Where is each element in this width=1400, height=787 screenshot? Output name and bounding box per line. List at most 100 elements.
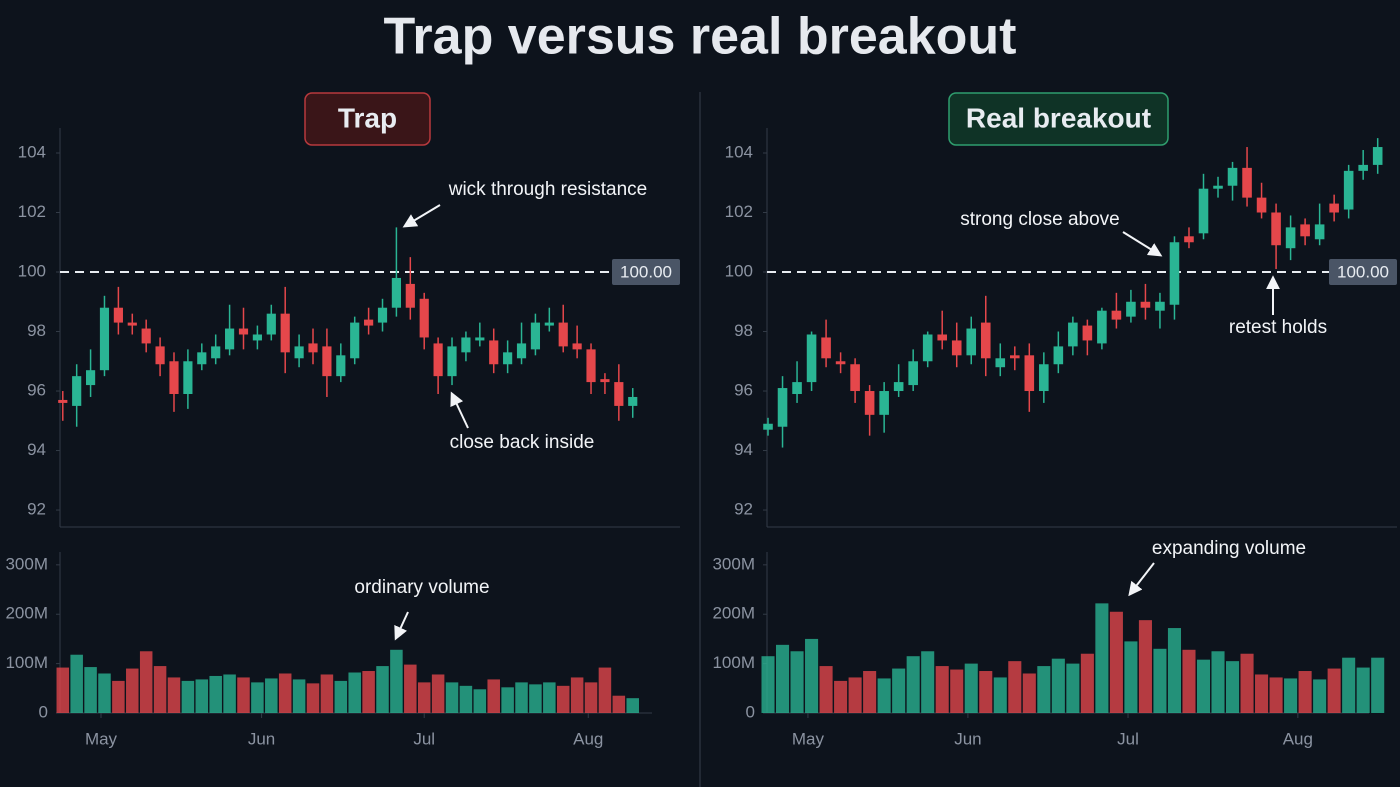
y-tick-label: 100 <box>725 261 753 280</box>
volume-bar <box>584 682 598 713</box>
volume-bar <box>348 672 361 713</box>
panel-badge <box>304 92 431 146</box>
y-tick-label: 92 <box>734 500 753 519</box>
volume-tick-label: 100M <box>712 653 755 672</box>
candle-body <box>1140 301 1151 308</box>
volume-bar <box>761 656 775 713</box>
candle-body <box>763 423 773 430</box>
annotation: wick through resistance <box>448 179 648 200</box>
candle-body <box>183 361 193 394</box>
candle-body <box>211 346 221 359</box>
candle-body <box>614 382 624 406</box>
volume-bar <box>1109 611 1123 713</box>
volume-bar <box>993 677 1007 713</box>
candle-body <box>1126 301 1136 317</box>
volume-bar <box>1284 678 1298 713</box>
volume-bar <box>445 682 459 713</box>
volume-bar <box>126 668 139 713</box>
annotation: close back inside <box>450 432 595 453</box>
volume-tick-label: 100M <box>5 653 48 672</box>
x-tick-label: Jun <box>954 729 981 748</box>
volume-bar <box>306 683 320 713</box>
candle-body <box>1271 212 1281 246</box>
candle-body <box>966 328 977 356</box>
volume-bar <box>181 680 195 713</box>
volume-bar <box>570 677 584 713</box>
volume-bar <box>292 679 306 713</box>
volume-bar <box>979 671 993 713</box>
candle-body <box>58 399 68 403</box>
y-tick-label: 92 <box>27 500 46 519</box>
volume-bar <box>56 667 70 713</box>
annotation-arrow <box>394 611 409 641</box>
annotation-arrow <box>402 204 441 228</box>
volume-bar <box>98 673 111 713</box>
annotation-arrow <box>1122 231 1163 257</box>
y-tick-label: 104 <box>725 142 753 161</box>
candle-body <box>600 379 610 383</box>
volume-bar <box>1124 641 1138 713</box>
candle-body <box>169 361 179 394</box>
candle-body <box>308 343 318 353</box>
candle-body <box>447 346 457 377</box>
candle-body <box>419 298 429 338</box>
volume-bar <box>1356 667 1370 713</box>
volume-bar <box>776 644 790 713</box>
candle-body <box>980 322 991 359</box>
candle-body <box>1155 301 1165 311</box>
volume-bar <box>834 680 848 713</box>
candle-body <box>127 322 137 326</box>
candle-body <box>544 322 554 326</box>
resistance-label: 100.00 <box>1337 262 1389 281</box>
volume-bar <box>1051 658 1065 713</box>
candle-body <box>1184 236 1194 243</box>
candle-body <box>1372 147 1383 165</box>
candle-body <box>85 370 96 386</box>
volume-bar <box>556 685 570 713</box>
candle-body <box>350 322 360 359</box>
volume-tick-label: 200M <box>5 604 48 623</box>
volume-bar <box>320 674 334 713</box>
volume-bar <box>1182 649 1196 713</box>
candle-body <box>1053 346 1064 365</box>
candle-body <box>864 391 875 415</box>
y-tick-label: 98 <box>734 321 753 340</box>
volume-bar <box>459 685 473 713</box>
volume-bar <box>139 651 153 713</box>
candle-body <box>516 343 527 359</box>
candle-body <box>1285 227 1296 249</box>
volume-bar <box>877 678 891 713</box>
volume-bar <box>863 671 877 713</box>
x-tick-label: May <box>792 729 825 748</box>
candle-body <box>1010 355 1020 359</box>
candle-body <box>792 382 802 394</box>
candle-body <box>1068 322 1078 347</box>
candle-body <box>1300 224 1310 237</box>
candle-body <box>1358 164 1368 171</box>
volume-bar <box>278 673 292 713</box>
volume-bar <box>1298 671 1312 713</box>
candle-body <box>1329 203 1339 213</box>
volume-bar <box>1342 657 1356 713</box>
volume-tick-label: 0 <box>39 702 48 721</box>
candle-body <box>1097 310 1107 344</box>
volume-bar <box>1138 620 1152 713</box>
volume-bar <box>626 698 639 713</box>
panel-badge <box>948 92 1169 146</box>
volume-bar <box>1313 679 1327 713</box>
candle-body <box>1256 197 1267 213</box>
volume-bar <box>964 663 978 713</box>
volume-bar <box>935 666 949 713</box>
x-tick-label: Jun <box>248 729 275 748</box>
candle-body <box>879 391 889 415</box>
volume-bar <box>906 656 920 713</box>
candle-body <box>908 361 918 386</box>
volume-bar <box>1196 659 1211 713</box>
volume-bar <box>921 651 935 713</box>
y-tick-label: 102 <box>725 202 753 221</box>
candle-body <box>821 337 831 359</box>
candle-body <box>99 307 110 371</box>
page-title: Trap versus real breakout <box>384 8 1017 66</box>
x-tick-label: Jul <box>1117 729 1139 748</box>
panel-title: Real breakout <box>966 102 1151 133</box>
